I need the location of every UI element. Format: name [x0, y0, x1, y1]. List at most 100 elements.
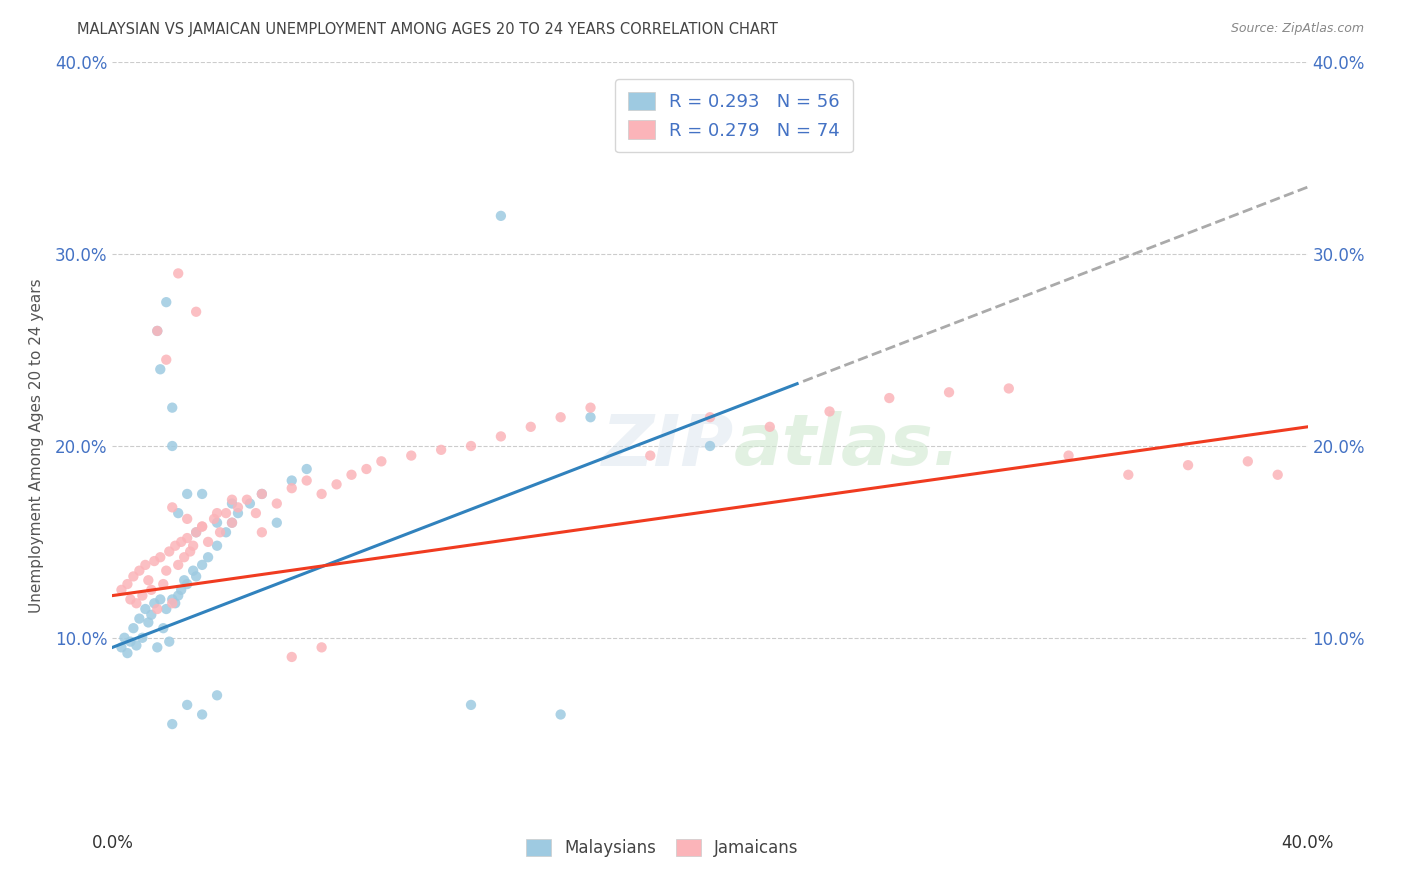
- Point: [221, 492, 243, 507]
- Point: [157, 634, 180, 648]
- Point: [143, 596, 166, 610]
- Point: [167, 558, 190, 572]
- Text: atlas.: atlas.: [734, 411, 962, 481]
- Point: [489, 209, 512, 223]
- Point: [818, 404, 841, 418]
- Point: [173, 550, 195, 565]
- Point: [155, 602, 177, 616]
- Legend: Malaysians, Jamaicans: Malaysians, Jamaicans: [519, 832, 806, 863]
- Point: [128, 612, 150, 626]
- Point: [550, 410, 572, 425]
- Point: [205, 539, 228, 553]
- Point: [162, 717, 183, 731]
- Point: [117, 577, 139, 591]
- Point: [226, 500, 249, 515]
- Point: [245, 506, 267, 520]
- Point: [162, 500, 183, 515]
- Point: [1118, 467, 1140, 482]
- Point: [197, 535, 219, 549]
- Point: [146, 324, 169, 338]
- Point: [489, 429, 512, 443]
- Point: [170, 582, 193, 597]
- Point: [128, 564, 150, 578]
- Point: [550, 707, 572, 722]
- Point: [579, 401, 602, 415]
- Text: MALAYSIAN VS JAMAICAN UNEMPLOYMENT AMONG AGES 20 TO 24 YEARS CORRELATION CHART: MALAYSIAN VS JAMAICAN UNEMPLOYMENT AMONG…: [77, 22, 778, 37]
- Point: [311, 487, 333, 501]
- Point: [149, 592, 172, 607]
- Point: [205, 516, 228, 530]
- Point: [209, 525, 232, 540]
- Point: [125, 639, 148, 653]
- Point: [1267, 467, 1289, 482]
- Point: [110, 640, 132, 655]
- Point: [1237, 454, 1260, 468]
- Point: [134, 558, 156, 572]
- Point: [181, 539, 204, 553]
- Point: [110, 582, 132, 597]
- Point: [215, 525, 238, 540]
- Point: [430, 442, 453, 457]
- Point: [295, 462, 318, 476]
- Point: [162, 439, 183, 453]
- Point: [157, 544, 180, 558]
- Point: [221, 496, 243, 510]
- Point: [460, 698, 482, 712]
- Point: [356, 462, 378, 476]
- Point: [186, 305, 208, 319]
- Point: [134, 602, 156, 616]
- Point: [170, 535, 193, 549]
- Point: [167, 266, 190, 280]
- Point: [699, 410, 721, 425]
- Point: [173, 574, 195, 588]
- Point: [162, 401, 183, 415]
- Point: [266, 496, 288, 510]
- Point: [191, 519, 214, 533]
- Point: [340, 467, 363, 482]
- Point: [143, 554, 166, 568]
- Point: [325, 477, 347, 491]
- Point: [125, 596, 148, 610]
- Point: [146, 640, 169, 655]
- Point: [146, 324, 169, 338]
- Point: [221, 516, 243, 530]
- Point: [176, 698, 198, 712]
- Point: [266, 516, 288, 530]
- Point: [191, 487, 214, 501]
- Point: [186, 569, 208, 583]
- Point: [191, 558, 214, 572]
- Point: [250, 487, 273, 501]
- Point: [186, 525, 208, 540]
- Point: [114, 631, 135, 645]
- Point: [131, 631, 153, 645]
- Point: [162, 596, 183, 610]
- Point: [401, 449, 423, 463]
- Point: [460, 439, 482, 453]
- Point: [167, 589, 190, 603]
- Point: [131, 589, 153, 603]
- Point: [155, 295, 177, 310]
- Point: [250, 487, 273, 501]
- Point: [191, 707, 214, 722]
- Point: [117, 646, 139, 660]
- Point: [640, 449, 662, 463]
- Point: [165, 596, 187, 610]
- Point: [236, 492, 259, 507]
- Point: [1057, 449, 1080, 463]
- Point: [520, 420, 543, 434]
- Point: [146, 602, 169, 616]
- Point: [281, 649, 304, 664]
- Point: [181, 564, 204, 578]
- Point: [239, 496, 262, 510]
- Point: [138, 615, 160, 630]
- Point: [165, 539, 187, 553]
- Point: [221, 516, 243, 530]
- Point: [186, 525, 208, 540]
- Point: [122, 569, 145, 583]
- Point: [311, 640, 333, 655]
- Point: [152, 621, 174, 635]
- Point: [281, 481, 304, 495]
- Point: [250, 525, 273, 540]
- Point: [138, 574, 160, 588]
- Point: [191, 519, 214, 533]
